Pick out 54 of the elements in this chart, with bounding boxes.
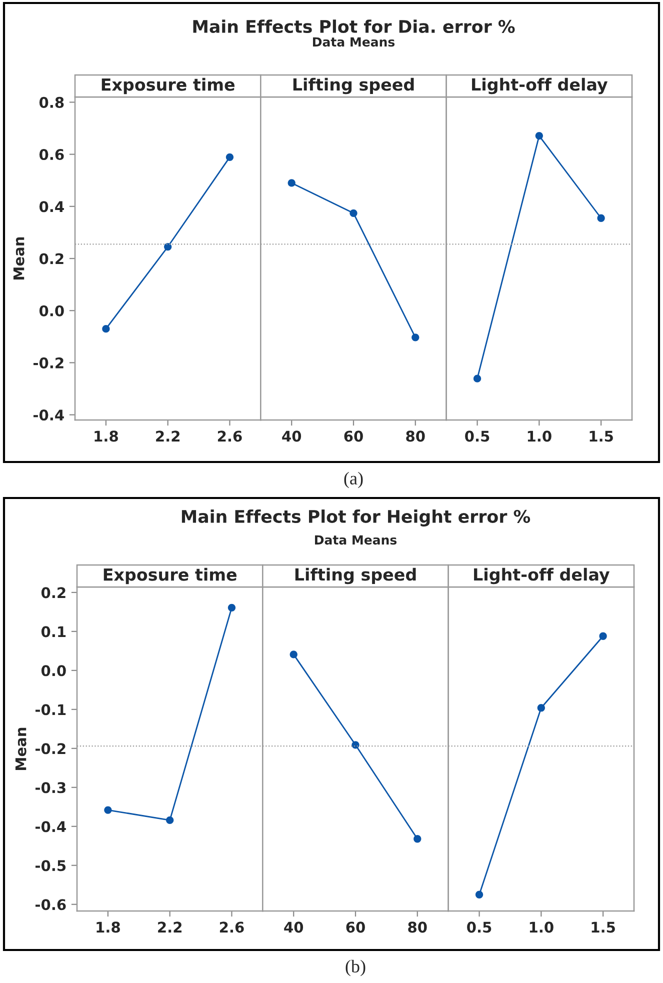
y-tick-label: 0.2 <box>41 587 66 598</box>
chart-subtitle: Data Means <box>315 535 397 545</box>
x-tick-label: 1.8 <box>96 922 120 933</box>
point <box>102 325 110 333</box>
x-axis-title: Light-off delay <box>474 568 610 584</box>
y-tick-label: -0.2 <box>35 743 66 754</box>
x-tick-label: 1.8 <box>94 430 118 442</box>
x-axis-title: Exposure time <box>104 568 237 584</box>
y-tick-label: -0.1 <box>35 704 66 716</box>
y-tick-label: 0.0 <box>41 665 66 676</box>
y-tick-label: 0.0 <box>39 305 64 316</box>
y-tick-label: -0.2 <box>33 357 64 368</box>
x-tick-label: 1.0 <box>528 430 552 442</box>
y-tick-label: 0.2 <box>39 253 64 264</box>
y-tick-label: 0.6 <box>39 149 64 160</box>
x-tick-label: 2.6 <box>218 430 242 442</box>
y-tick-label: -0.4 <box>33 410 64 421</box>
text: (a) <box>344 472 363 488</box>
x-tick-label: 2.2 <box>156 430 180 442</box>
point <box>228 604 236 612</box>
x-tick-label: 0.5 <box>467 922 492 933</box>
y-tick-label: 0.4 <box>39 201 64 212</box>
y-tick-label: -0.4 <box>35 821 66 832</box>
x-tick-label: 40 <box>284 922 304 933</box>
x-axis-title: Light-off delay <box>472 78 608 94</box>
chart-subtitle: Data Means <box>313 37 395 47</box>
y-tick-label: 0.1 <box>41 626 66 638</box>
x-tick-label: 60 <box>344 430 363 442</box>
x-axis-title: Exposure time <box>102 78 235 94</box>
x-tick-label: 60 <box>346 922 365 933</box>
x-tick-label: 1.5 <box>592 922 615 933</box>
y-axis-title: Mean <box>13 237 24 280</box>
y-tick-label: -0.3 <box>35 782 66 794</box>
x-tick-label: 40 <box>282 430 302 442</box>
x-tick-label: 0.5 <box>465 430 490 442</box>
y-axis-title: Mean <box>15 728 26 770</box>
x-tick-label: 1.5 <box>590 430 613 442</box>
text: (b) <box>346 960 366 976</box>
x-axis-title: Lifting speed <box>293 78 414 94</box>
point <box>164 242 172 251</box>
chart-title: Main Effects Plot for Dia. error % <box>193 20 515 34</box>
x-tick-label: 1.0 <box>530 922 554 933</box>
x-tick-label: 80 <box>406 430 425 442</box>
x-tick-label: 80 <box>408 922 427 933</box>
point <box>166 816 174 824</box>
x-tick-label: 2.2 <box>158 922 182 932</box>
y-tick-label: -0.6 <box>35 899 66 910</box>
point <box>226 153 234 161</box>
point <box>104 806 112 814</box>
x-tick-label: 2.6 <box>220 922 244 933</box>
chart-title: Main Effects Plot for Height error % <box>182 510 530 526</box>
y-tick-label: -0.5 <box>35 860 66 872</box>
y-tick-label: 0.8 <box>39 96 64 108</box>
x-axis-title: Lifting speed <box>295 568 416 584</box>
